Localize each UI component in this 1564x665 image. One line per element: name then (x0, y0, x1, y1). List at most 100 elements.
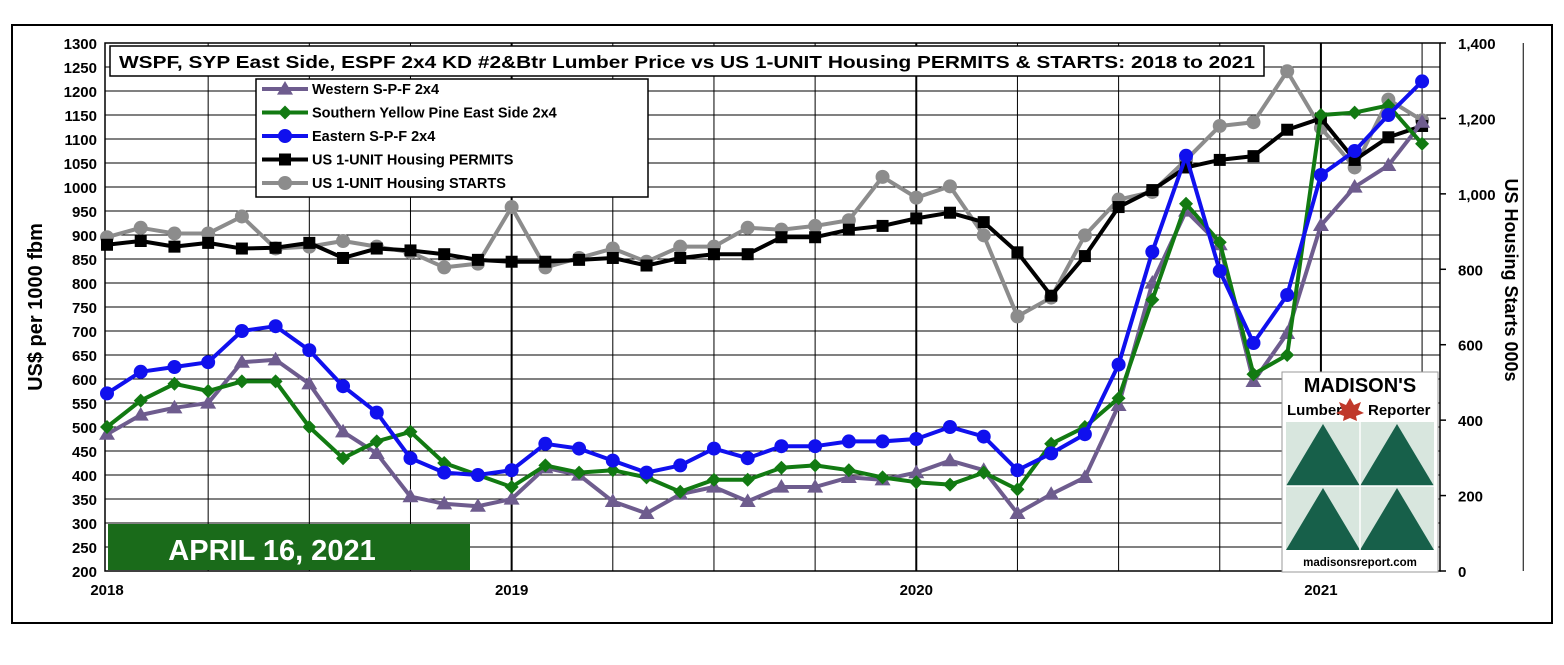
y-tick-label: 550 (72, 396, 97, 413)
data-point (1280, 288, 1295, 302)
y-tick-label: 350 (72, 492, 97, 509)
y2-tick-label: 1,000 (1458, 187, 1496, 204)
data-point (1010, 309, 1025, 324)
data-point (368, 445, 385, 459)
data-point (605, 453, 620, 468)
data-point (572, 441, 587, 456)
x-tick-label: 2018 (90, 582, 123, 599)
data-point (639, 465, 654, 480)
data-point (1380, 157, 1397, 171)
legend-swatch-marker (278, 176, 292, 190)
y-tick-label: 1000 (64, 180, 97, 197)
data-point (168, 240, 181, 253)
y2-axis-label: US Housing Starts 000s (1501, 178, 1521, 381)
data-point (1382, 131, 1395, 144)
data-point (369, 434, 384, 449)
data-point (706, 441, 721, 456)
y-tick-label: 500 (72, 420, 97, 437)
data-point (402, 488, 419, 503)
data-point (740, 220, 755, 235)
maple-leaf-icon (1336, 398, 1364, 421)
data-point (504, 480, 519, 494)
x-tick-labels: 2018 2019 2020 2021 (90, 582, 1337, 599)
data-point (739, 493, 756, 507)
series-line (106, 69, 1424, 319)
y-tick-label: 850 (72, 252, 97, 269)
data-point (1381, 108, 1396, 122)
data-point (469, 498, 486, 512)
data-point (1212, 235, 1227, 250)
legend-item: Southern Yellow Pine East Side 2x4 (262, 105, 557, 122)
data-point (471, 253, 484, 266)
data-point (1347, 144, 1362, 158)
y-tick-label: 1050 (64, 156, 97, 173)
data-point (1077, 228, 1092, 243)
data-point (335, 423, 352, 438)
data-point (133, 364, 148, 379)
y-tick-label: 1200 (64, 84, 97, 101)
data-point (1077, 427, 1092, 442)
x-tick-label: 2019 (495, 582, 528, 599)
data-point (133, 220, 148, 235)
data-point (233, 354, 250, 368)
data-point (436, 495, 453, 510)
data-point (1346, 179, 1363, 193)
data-point (910, 212, 923, 225)
y-tick-label: 700 (72, 324, 97, 341)
data-point (132, 407, 149, 421)
data-point (976, 228, 991, 243)
y2-tick-label: 0 (1458, 564, 1466, 581)
data-point (504, 463, 519, 478)
legend-label: Southern Yellow Pine East Side 2x4 (312, 106, 557, 122)
data-point (539, 255, 552, 268)
data-point (673, 239, 688, 254)
data-point (809, 231, 822, 244)
data-point (1010, 482, 1025, 497)
data-point (1414, 114, 1431, 128)
data-point (369, 405, 384, 420)
y-tick-label: 950 (72, 204, 97, 221)
madisons-logo: MADISON'S Lumber Reporter madisonsreport… (1281, 371, 1439, 573)
logo-url: madisonsreport.com (1303, 557, 1417, 569)
data-point (1146, 184, 1159, 197)
data-point (133, 393, 148, 408)
data-point (1347, 105, 1362, 120)
data-point (605, 463, 620, 478)
data-point (875, 434, 890, 449)
data-point (538, 458, 553, 473)
y-tick-label: 400 (72, 468, 97, 485)
data-point (841, 463, 856, 478)
data-point (909, 475, 924, 490)
y2-tick-label: 400 (1458, 413, 1483, 430)
data-point (977, 216, 990, 229)
data-point (1044, 436, 1059, 451)
data-point (269, 241, 282, 254)
grid-lines (105, 42, 1524, 572)
y2-tick-labels: 0 200 400 600 800 1,000 1,200 1,400 (1440, 36, 1496, 581)
y-tick-label: 900 (72, 228, 97, 245)
data-point (1281, 123, 1294, 136)
data-point (336, 451, 351, 466)
data-point (909, 190, 924, 205)
data-point (403, 451, 418, 466)
legend-label: Eastern S-P-F 2x4 (312, 129, 435, 145)
data-point (944, 206, 956, 219)
data-point (303, 236, 316, 249)
data-point (337, 251, 350, 264)
data-point (943, 477, 957, 492)
data-point (504, 200, 519, 215)
series-2 (100, 74, 1430, 482)
y2-tick-label: 600 (1458, 338, 1483, 355)
data-point (943, 420, 957, 434)
title-box (109, 45, 1265, 77)
data-point (404, 244, 417, 257)
data-point (302, 343, 317, 358)
y-tick-label: 1250 (64, 60, 97, 77)
data-point (707, 248, 720, 261)
data-point (437, 465, 452, 480)
data-point (403, 424, 418, 439)
data-point (437, 456, 452, 470)
series-0 (99, 114, 1431, 519)
data-point (1111, 357, 1126, 372)
y2-tick-label: 200 (1458, 489, 1483, 506)
